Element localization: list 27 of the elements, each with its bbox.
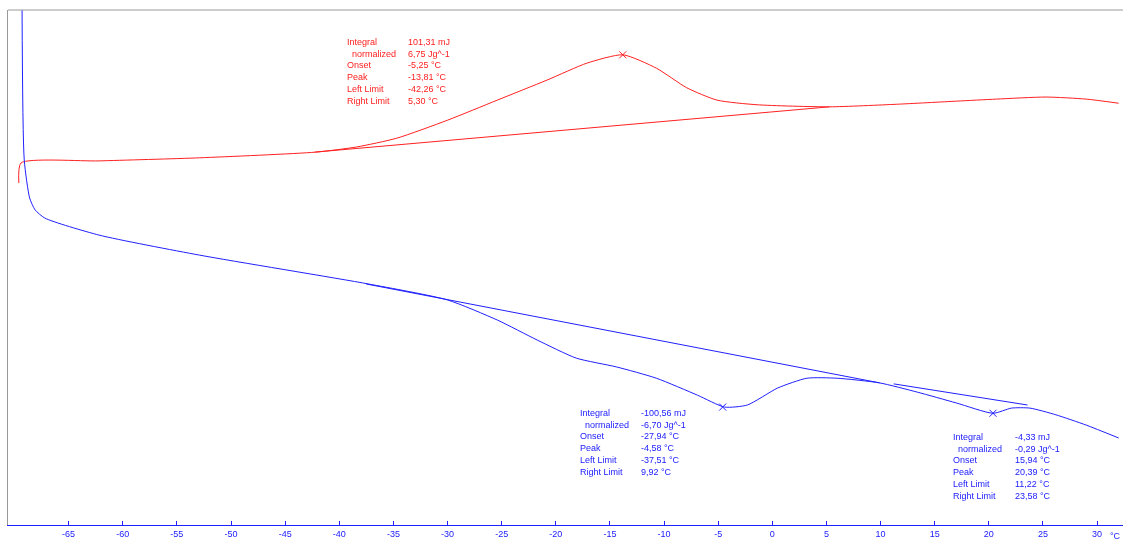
annotation: Integral normalized Onset Peak Left Limit Right Limit	[953, 432, 1003, 501]
x-tick-label: -50	[224, 528, 238, 539]
x-tick-label: -20	[549, 528, 563, 539]
x-tick-label: -30	[440, 528, 455, 539]
x-tick-label: -55	[170, 528, 184, 539]
annotation: Integral normalized Onset Peak Left Limit Right Limit	[580, 408, 630, 477]
x-tick-label: 30	[1092, 528, 1103, 539]
x-tick-label: 15	[929, 528, 940, 539]
x-tick-label: -65	[62, 528, 76, 539]
x-tick-label: 10	[875, 528, 886, 539]
x-tick-label: -5	[714, 528, 723, 539]
x-axis-title: °C	[1110, 531, 1121, 541]
x-tick-label: 25	[1037, 528, 1048, 539]
x-tick-label: 20	[983, 528, 994, 539]
annotation: Integral normalized Onset Peak Left Limit Right Limit	[347, 37, 397, 106]
annotation: -100,56 mJ -6,70 Jg^-1 -27,94 °C -4,58 °C -37,51 °C 9,92 °C	[641, 408, 687, 477]
x-tick-label: -40	[332, 528, 346, 539]
annotation: 101,31 mJ 6,75 Jg^-1 -5,25 °C -13,81 °C -42,26 °C 5,30 °C	[408, 37, 451, 106]
x-tick-label: -60	[116, 528, 130, 539]
x-tick-label: -15	[603, 528, 617, 539]
x-tick-label: -35	[386, 528, 400, 539]
x-tick-label: -25	[495, 528, 509, 539]
x-tick-label: 5	[823, 528, 829, 539]
x-tick-label: 0	[769, 528, 775, 539]
x-tick-label: -10	[657, 528, 671, 539]
annotation: -4,33 mJ -0,29 Jg^-1 15,94 °C 20,39 °C 11,22 °C 23,58 °C	[1015, 432, 1060, 501]
x-tick-label: -45	[278, 528, 292, 539]
